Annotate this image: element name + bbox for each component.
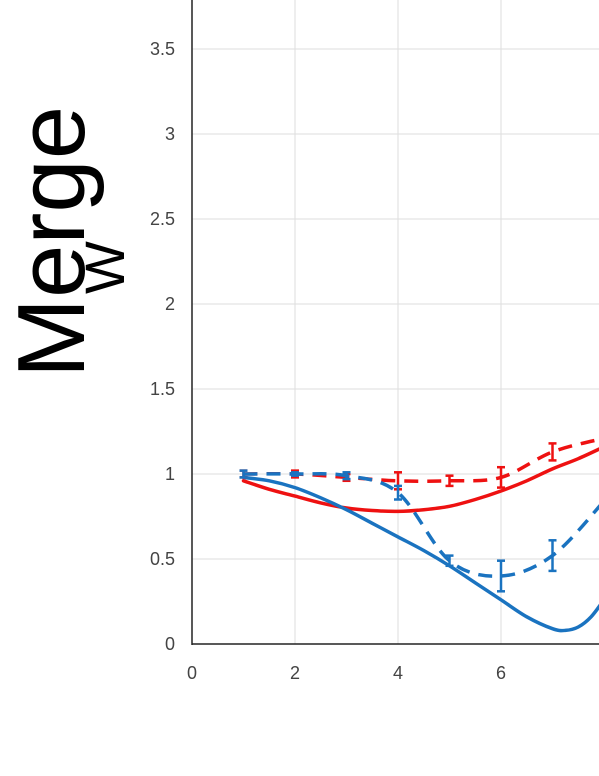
tick-labels: 0 0.5 1 1.5 2 2.5 3 3.5 0 2 4 6 xyxy=(150,39,506,683)
series-line xyxy=(241,447,599,514)
axes xyxy=(191,0,599,645)
y-tick-label: 2 xyxy=(165,294,175,314)
error-bar xyxy=(497,559,505,593)
x-tick-label: 2 xyxy=(290,663,300,683)
series-dashed-3 xyxy=(239,469,599,593)
y-axis-label-subscript: W xyxy=(73,241,136,294)
x-tick-label: 0 xyxy=(187,663,197,683)
error-bar xyxy=(342,471,351,481)
error-bar xyxy=(445,474,454,488)
y-tick-label: 2.5 xyxy=(150,209,175,229)
series-line xyxy=(241,475,599,633)
error-bar xyxy=(548,539,557,573)
series-solid-1 xyxy=(241,475,599,633)
series-dashed-2 xyxy=(239,437,599,491)
x-tick-label: 6 xyxy=(496,663,506,683)
x-tick-label: 4 xyxy=(393,663,403,683)
y-tick-label: 3 xyxy=(165,124,175,144)
y-axis-title: Merge W xyxy=(0,106,136,378)
y-tick-label: 1 xyxy=(165,464,175,484)
series-solid-0 xyxy=(241,447,599,514)
error-bar xyxy=(548,442,557,462)
series xyxy=(239,437,599,633)
error-bar xyxy=(239,469,248,479)
error-bar xyxy=(291,471,299,477)
y-tick-label: 1.5 xyxy=(150,379,175,399)
y-axis-label: Merge xyxy=(0,106,105,378)
grid xyxy=(192,0,599,644)
y-tick-label: 0.5 xyxy=(150,549,175,569)
y-tick-label: 3.5 xyxy=(150,39,175,59)
error-bar xyxy=(497,465,505,489)
y-tick-label: 0 xyxy=(165,634,175,654)
error-bar xyxy=(394,484,402,501)
error-bar xyxy=(445,554,454,568)
